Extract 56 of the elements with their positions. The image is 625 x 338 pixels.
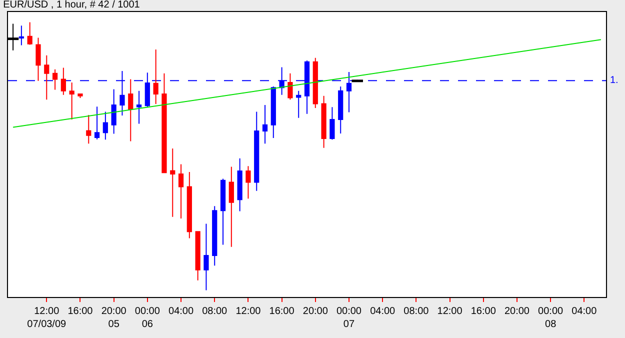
x-tick-label: 00:00 08 bbox=[538, 306, 564, 330]
candlestick bbox=[228, 166, 234, 248]
x-tick-label: 20:00 bbox=[504, 306, 530, 317]
candlestick bbox=[18, 25, 24, 46]
ref-line-label: 1. bbox=[610, 75, 618, 86]
x-tick-label: 16:00 bbox=[269, 306, 295, 317]
candlestick bbox=[170, 148, 176, 218]
x-tick-label: 12:00 07/03/09 bbox=[27, 306, 67, 330]
x-tick-label: 04:00 bbox=[370, 306, 396, 317]
candlestick bbox=[321, 95, 326, 148]
x-tick-label: 20:00 bbox=[302, 306, 328, 317]
x-tick-label: 20:00 05 bbox=[101, 306, 127, 330]
candlestick bbox=[288, 72, 293, 100]
candlestick bbox=[312, 57, 318, 108]
x-tick-label: 12:00 bbox=[236, 306, 262, 317]
x-tick-label: 00:00 07 bbox=[336, 306, 362, 330]
candlestick bbox=[78, 93, 83, 99]
x-tick-label: 16:00 bbox=[68, 306, 94, 317]
candlestick bbox=[52, 68, 58, 90]
candlestick bbox=[136, 90, 142, 124]
candlestick bbox=[262, 104, 268, 144]
chart-title: EUR/USD , 1 hour, # 42 / 1001 bbox=[3, 0, 140, 10]
x-tick-label: 04:00 bbox=[572, 306, 598, 317]
x-tick-label: 16:00 bbox=[470, 306, 496, 317]
x-tick-label: 00:00 06 bbox=[134, 306, 160, 330]
candlestick bbox=[44, 54, 50, 100]
candlestick bbox=[330, 106, 335, 140]
candlestick bbox=[153, 49, 158, 104]
candlestick bbox=[102, 111, 108, 140]
x-tick-label: 08:00 bbox=[202, 306, 228, 317]
candlestick bbox=[162, 72, 167, 174]
candlestick bbox=[204, 223, 209, 291]
candlestick bbox=[270, 86, 276, 139]
candlestick bbox=[186, 172, 192, 239]
candlestick bbox=[111, 88, 116, 134]
candlestick bbox=[254, 111, 260, 192]
candlestick bbox=[338, 86, 344, 134]
candlestick bbox=[86, 114, 92, 144]
candlestick bbox=[237, 158, 242, 212]
candlestick bbox=[195, 231, 200, 281]
candlestick bbox=[69, 82, 74, 120]
candlestick bbox=[246, 166, 251, 200]
x-tick-label: 04:00 bbox=[168, 306, 194, 317]
candlestick bbox=[60, 67, 66, 96]
candlestick bbox=[296, 90, 302, 118]
candlestick bbox=[128, 78, 134, 142]
candlestick bbox=[36, 37, 41, 82]
candlestick bbox=[220, 178, 226, 246]
x-tick-label: 08:00 bbox=[404, 306, 430, 317]
candlestick bbox=[94, 106, 100, 140]
candlestick bbox=[10, 23, 16, 51]
candlestick bbox=[27, 22, 32, 46]
x-tick-label: 12:00 bbox=[437, 306, 463, 317]
candlestick bbox=[178, 164, 184, 219]
candlestick bbox=[212, 206, 218, 266]
candlestick bbox=[144, 72, 150, 108]
